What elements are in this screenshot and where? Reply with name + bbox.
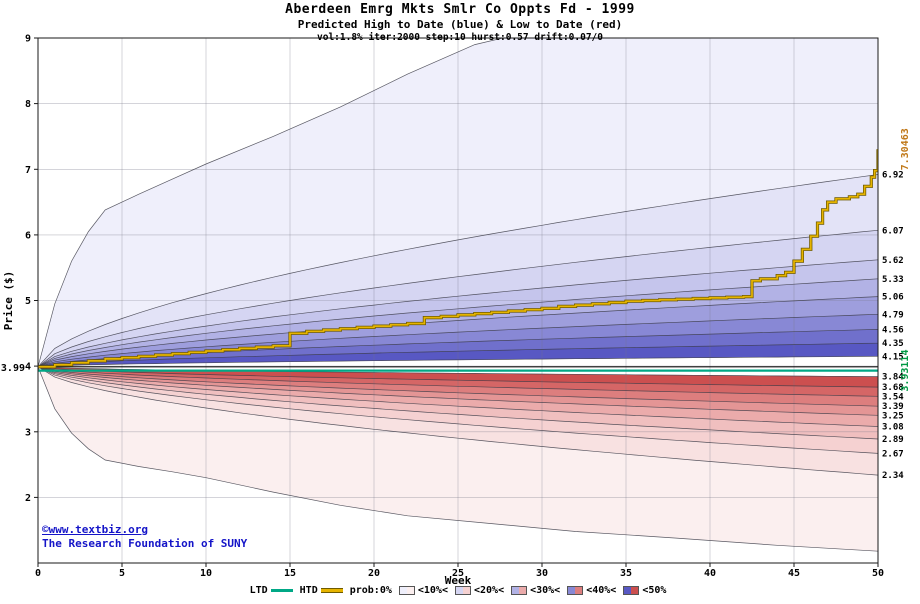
y-tick-label: 4	[25, 362, 31, 373]
y-axis-title: Price ($)	[2, 271, 15, 331]
y-tick-label: 8	[25, 99, 31, 110]
low-boundary-line	[38, 366, 878, 388]
high-boundary-line	[38, 313, 878, 368]
chart-subtitle: Predicted High to Date (blue) & Low to D…	[297, 18, 623, 31]
prob-band-swatch	[623, 586, 640, 595]
band-final-label: 3.84	[882, 373, 904, 383]
legend-range-label: <30%<	[530, 585, 561, 596]
legend-prob-label: prob:0%	[349, 585, 392, 596]
start-price-label: 3.99	[1, 363, 25, 374]
legend-range-5: <50%	[623, 585, 666, 596]
x-tick-label: 5	[119, 568, 125, 579]
band-final-label: 4.56	[882, 325, 904, 335]
legend-range-label: <50%	[642, 585, 667, 596]
chart-params: vol:1.8% iter:2000 step:10 hurst:0.57 dr…	[317, 32, 603, 43]
chart-header: Aberdeen Emrg Mkts Smlr Co Oppts Fd - 19…	[0, 2, 920, 43]
low-outer-line	[38, 366, 878, 552]
legend-range-label: <10%<	[417, 585, 448, 596]
ltd-final-label: 3.93114	[900, 350, 911, 392]
legend-range-3: <30%<	[511, 585, 560, 596]
watermark-org: The Research Foundation of SUNY	[42, 537, 248, 550]
x-tick-label: 0	[35, 568, 41, 579]
band-final-label: 5.33	[882, 275, 904, 285]
legend: LTD HTD prob:0% <10%< <20%< <30%< <40%< <50%	[38, 585, 878, 596]
y-tick-label: 5	[25, 296, 31, 307]
band-final-label: 4.79	[882, 310, 904, 320]
high-boundary-line	[38, 174, 878, 368]
x-tick-label: 50	[872, 568, 884, 579]
high-boundary-line	[38, 259, 878, 368]
prob-band-swatch	[567, 586, 584, 595]
y-tick-label: 7	[25, 165, 31, 176]
htd-line	[38, 149, 878, 368]
x-tick-label: 10	[200, 568, 212, 579]
low-boundary-line	[38, 366, 878, 397]
band-final-label: 6.07	[882, 226, 904, 236]
band-final-label: 5.06	[882, 293, 904, 303]
legend-range-2: <20%<	[454, 585, 505, 596]
legend-range-1: <10%<	[398, 585, 448, 596]
x-tick-label: 40	[704, 568, 716, 579]
high-boundary-line	[38, 296, 878, 368]
band-final-label: 4.15	[882, 352, 904, 362]
watermark: ©www.textbiz.org The Research Foundation…	[42, 523, 247, 551]
prob-band-swatch	[398, 586, 415, 595]
x-tick-label: 20	[368, 568, 380, 579]
high-boundary-line	[38, 355, 878, 368]
ltd-line-swatch	[270, 589, 293, 592]
prob-band-swatch	[511, 586, 528, 595]
high-boundary-line	[38, 278, 878, 368]
low-boundary-line	[38, 366, 878, 476]
chart-title: Aberdeen Emrg Mkts Smlr Co Oppts Fd - 19…	[285, 2, 635, 17]
y-tick-label: 3	[25, 427, 31, 438]
band-final-label: 2.67	[882, 449, 904, 459]
legend-item-htd: HTD	[300, 585, 343, 596]
y-tick-label: 9	[25, 34, 31, 45]
high-boundary-line	[38, 229, 878, 368]
band-final-label: 3.08	[882, 423, 904, 433]
band-final-label: 2.89	[882, 435, 904, 445]
band-final-label: 2.34	[882, 471, 904, 481]
legend-htd-label: HTD	[299, 585, 318, 596]
legend-item-ltd: LTD	[250, 585, 293, 596]
x-tick-label: 45	[788, 568, 800, 579]
x-tick-label: 15	[284, 568, 296, 579]
htd-line-swatch	[320, 589, 343, 592]
band-final-label: 6.92	[882, 171, 904, 181]
low-boundary-line	[38, 366, 878, 407]
legend-ltd-label: LTD	[249, 585, 268, 596]
y-tick-label: 6	[25, 230, 31, 241]
legend-range-4: <40%<	[567, 585, 616, 596]
legend-range-label: <40%<	[586, 585, 617, 596]
band-final-label: 3.68	[882, 383, 904, 393]
high-outer-line	[38, 38, 505, 367]
band-final-label: 4.35	[882, 339, 904, 349]
band-final-label: 3.25	[882, 411, 904, 421]
legend-range-label: <20%<	[473, 585, 505, 596]
watermark-link[interactable]: ©www.textbiz.org	[42, 523, 148, 536]
x-axis-title: Week	[445, 574, 472, 587]
band-final-label: 3.39	[882, 402, 904, 412]
y-tick-label: 2	[25, 493, 31, 504]
x-tick-label: 25	[452, 568, 464, 579]
legend-prob-start: prob:0%	[350, 585, 392, 596]
low-boundary-line	[38, 366, 878, 454]
low-boundary-line	[38, 366, 878, 427]
x-tick-label: 30	[536, 568, 548, 579]
htd-final-label: 7.30463	[900, 128, 911, 170]
band-final-label: 5.62	[882, 256, 904, 266]
high-boundary-line	[38, 342, 878, 368]
x-tick-label: 35	[620, 568, 632, 579]
low-boundary-line	[38, 366, 878, 416]
prob-band-swatch	[454, 586, 471, 595]
low-boundary-line	[38, 366, 878, 440]
band-final-label: 3.54	[882, 392, 904, 402]
